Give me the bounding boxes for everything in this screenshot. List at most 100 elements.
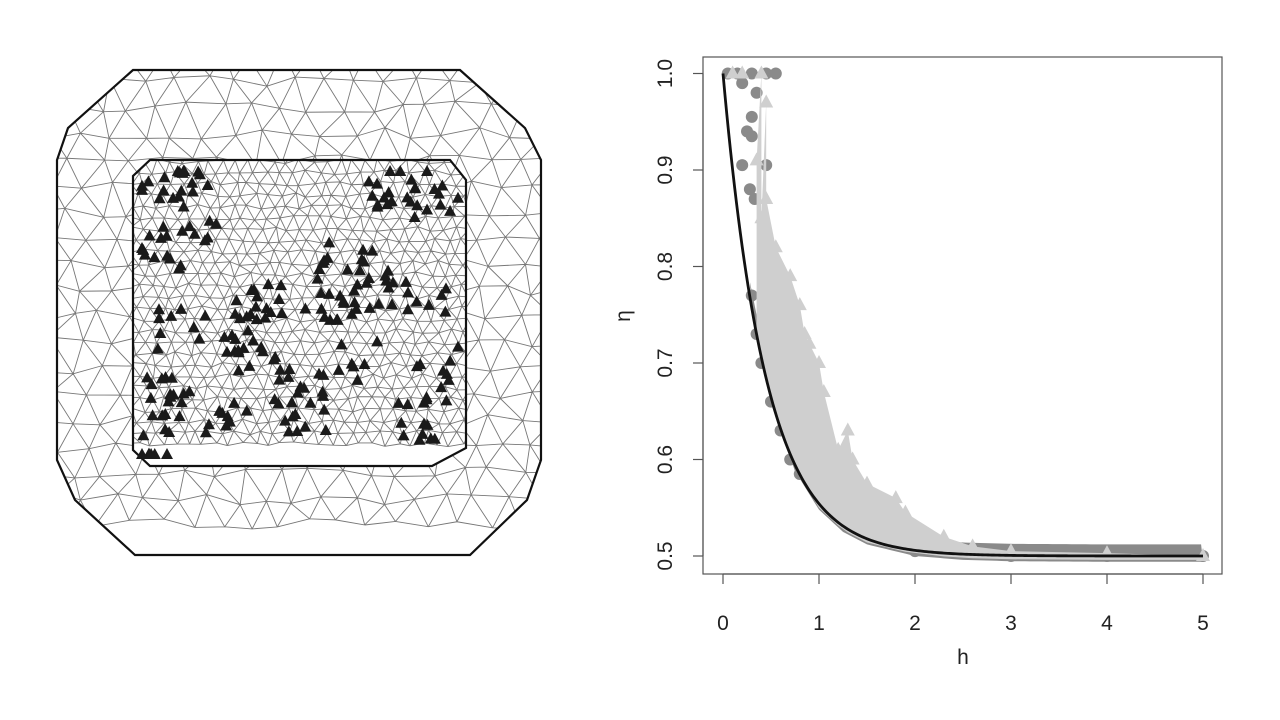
observation-marker [436, 179, 449, 191]
data-point [802, 335, 817, 349]
data-point [898, 504, 913, 518]
observation-marker [162, 395, 175, 407]
observation-marker [421, 418, 434, 430]
observation-marker [273, 373, 286, 385]
observation-marker [350, 302, 363, 314]
observation-marker [175, 302, 188, 314]
observation-marker [177, 200, 190, 212]
observation-marker [163, 426, 176, 438]
data-point [745, 67, 758, 80]
data-point [750, 86, 763, 99]
observation-marker [341, 263, 354, 275]
observation-marker [153, 312, 166, 324]
observation-marker [315, 302, 328, 314]
observation-marker [371, 198, 384, 210]
y-tick-label: 0.9 [654, 155, 677, 184]
observation-marker [157, 184, 170, 196]
observation-marker [410, 295, 423, 307]
observation-marker [414, 358, 427, 370]
observation-marker [259, 311, 272, 323]
observation-marker [442, 373, 455, 385]
y-tick-label: 0.5 [654, 541, 677, 570]
observation-marker [247, 334, 260, 346]
observation-marker [440, 394, 453, 406]
observation-marker [175, 396, 188, 408]
observation-marker [155, 372, 168, 384]
data-point [745, 130, 758, 143]
observation-marker [358, 358, 371, 370]
observation-marker [384, 165, 397, 176]
observation-marker [264, 306, 277, 318]
observation-marker [434, 198, 447, 210]
observation-marker [428, 432, 441, 444]
observation-marker [428, 183, 441, 195]
observation-marker [379, 269, 392, 281]
observation-marker [161, 448, 174, 459]
observation-marker [337, 294, 350, 306]
observation-marker [348, 284, 361, 296]
observation-marker [291, 386, 304, 398]
data-point [860, 475, 874, 489]
observation-marker [210, 217, 223, 229]
observation-marker [399, 275, 412, 287]
observation-marker [362, 272, 375, 284]
observation-marker [363, 301, 376, 313]
observation-marker [304, 396, 317, 408]
observation-marker [335, 338, 348, 350]
observation-marker [409, 181, 422, 193]
observation-marker [452, 340, 464, 352]
observation-marker [232, 364, 245, 376]
data-point [736, 159, 749, 172]
data-point [768, 239, 783, 253]
observation-marker [282, 425, 295, 437]
observation-marker [203, 214, 216, 226]
observation-marker [193, 332, 206, 344]
inner-boundary [131, 158, 468, 468]
observation-marker [229, 332, 242, 344]
data-point [754, 65, 769, 79]
data-point [735, 65, 750, 79]
observation-marker [186, 176, 199, 188]
observation-marker [444, 354, 457, 366]
observation-marker [313, 263, 326, 275]
data-point [1196, 548, 1210, 561]
y-axis: 0.5 0.6 0.7 0.8 0.9 1.0 [654, 59, 704, 571]
x-tick-label: 2 [909, 612, 921, 635]
observation-marker [145, 378, 158, 390]
observation-marker [273, 292, 286, 304]
y-axis-label: η [612, 310, 635, 322]
observation-marker [420, 393, 433, 405]
observation-marker [353, 264, 366, 276]
data-point [754, 210, 769, 224]
observation-marker [439, 305, 452, 317]
observation-marker [201, 231, 214, 243]
observation-markers [136, 165, 464, 459]
observation-marker [416, 427, 429, 439]
observation-marker [262, 278, 275, 290]
observation-marker [452, 191, 464, 203]
data-point [797, 326, 812, 340]
observation-marker [291, 425, 304, 437]
x-tick-label: 1 [813, 612, 825, 635]
x-axis-label: h [957, 646, 969, 669]
observation-marker [201, 179, 214, 191]
observation-marker [241, 324, 254, 336]
observation-marker [279, 414, 292, 426]
observation-marker [268, 393, 281, 405]
observation-marker [148, 251, 161, 263]
data-point [769, 67, 782, 80]
observation-marker [175, 184, 188, 196]
observation-marker [244, 307, 257, 319]
observation-marker [157, 220, 170, 232]
observation-marker [152, 303, 165, 315]
y-tick-label: 0.8 [654, 252, 677, 281]
observation-marker [228, 396, 241, 408]
observation-marker [435, 288, 448, 300]
data-point [840, 422, 855, 436]
observation-marker [316, 385, 329, 397]
observation-marker [256, 345, 269, 357]
observation-marker [138, 248, 151, 260]
observation-marker [136, 448, 148, 459]
observation-marker [323, 287, 336, 299]
data-point [759, 94, 774, 108]
